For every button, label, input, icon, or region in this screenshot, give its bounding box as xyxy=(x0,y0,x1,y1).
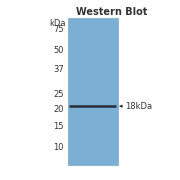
Text: Western Blot: Western Blot xyxy=(76,7,148,17)
Text: kDa: kDa xyxy=(50,19,66,28)
Bar xyxy=(68,18,118,165)
Text: 25: 25 xyxy=(53,90,64,99)
Text: 18kDa: 18kDa xyxy=(125,102,152,111)
Text: 50: 50 xyxy=(53,46,64,55)
Text: 15: 15 xyxy=(53,122,64,131)
Text: 75: 75 xyxy=(53,25,64,34)
Text: 20: 20 xyxy=(53,105,64,114)
Text: 10: 10 xyxy=(53,143,64,152)
Text: 37: 37 xyxy=(53,65,64,74)
